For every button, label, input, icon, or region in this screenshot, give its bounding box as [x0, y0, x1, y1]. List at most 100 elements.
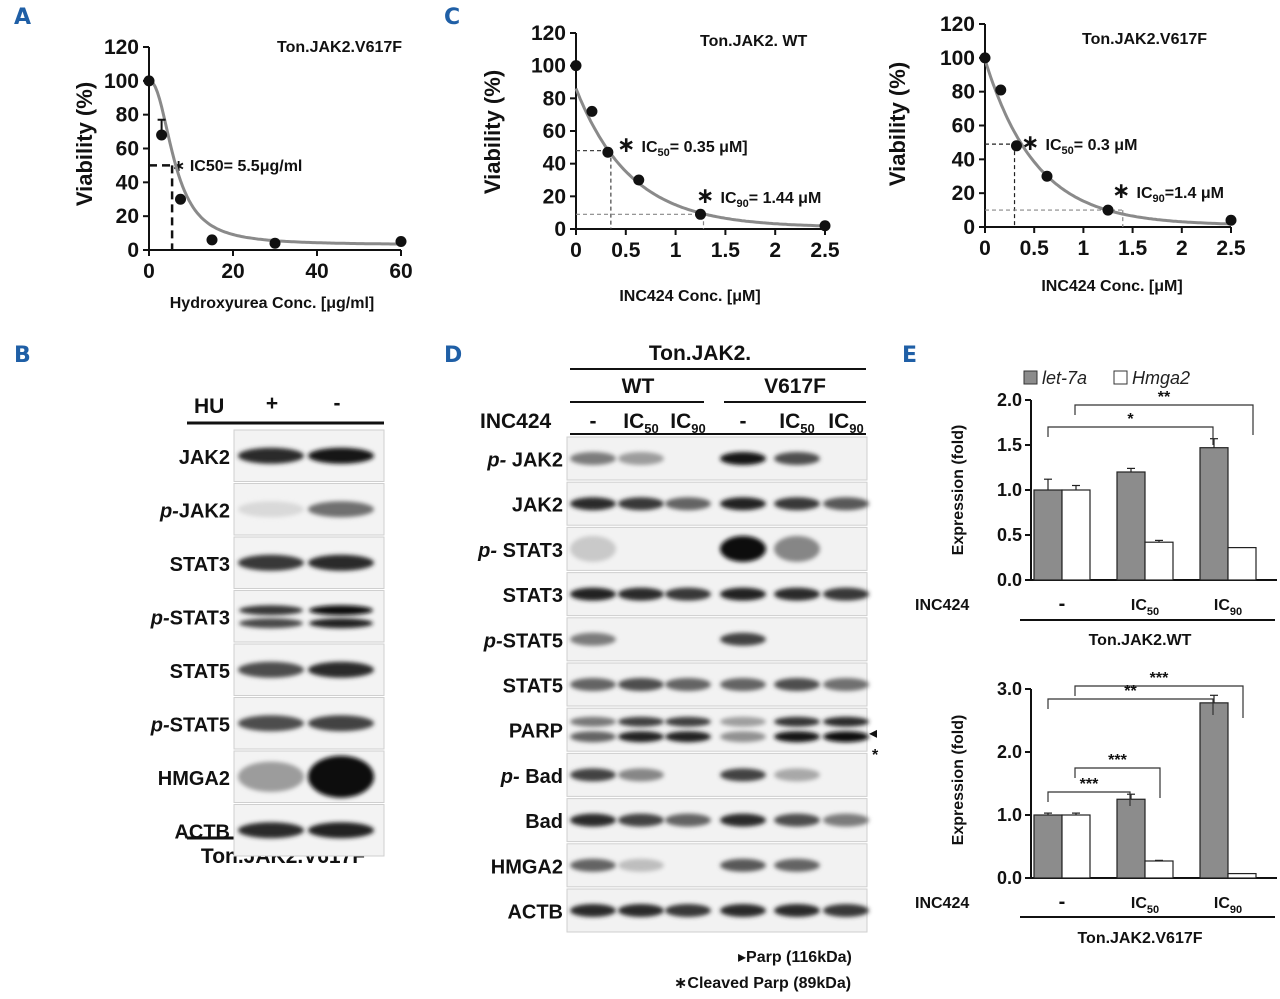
- y-tick-label: 100: [531, 55, 566, 78]
- blot-d-row-name: STAT5: [503, 630, 563, 652]
- legend-let7a: let-7a: [1042, 368, 1087, 388]
- chart-e1-ylabel: Expression (fold): [950, 425, 967, 556]
- blot-band: [823, 678, 869, 691]
- blot-d-row-name: HMGA2: [491, 856, 563, 878]
- chart-c2-xlabel: INC424 Conc. [μM]: [1041, 278, 1182, 295]
- y-tick-label: 0.0: [997, 570, 1022, 590]
- data-point: [156, 129, 168, 141]
- chart-c2-ic90-post: =1.4 μM: [1165, 185, 1224, 202]
- panel-label-c: C: [444, 5, 460, 30]
- significance-mark: **: [1158, 389, 1171, 406]
- blot-band: [720, 768, 766, 782]
- blot-band: [823, 497, 869, 511]
- blot-band: [308, 661, 374, 678]
- y-tick-label: 20: [116, 205, 139, 228]
- blot-d-lane-sub: 90: [691, 421, 705, 436]
- blot-d-row-label: STAT3: [503, 585, 563, 607]
- y-tick-label: 60: [952, 115, 975, 138]
- y-tick-label: 80: [543, 87, 566, 110]
- blot-band: [570, 632, 616, 646]
- bar-hmga2: [1061, 489, 1091, 581]
- data-point: [395, 236, 407, 248]
- x-tick-label: 2: [1176, 237, 1188, 260]
- blot-band: [665, 678, 711, 691]
- blot-band: [665, 497, 711, 511]
- significance-bracket: [1047, 791, 1131, 806]
- blot-band: [720, 632, 766, 646]
- category-name: -: [1059, 593, 1066, 615]
- blot-band: [618, 497, 664, 511]
- blot-b-row-name: STAT5: [170, 714, 230, 736]
- blot-d-row-name: PARP: [509, 721, 563, 743]
- blot-band: [308, 715, 374, 732]
- chart-c1-ic50-pre: IC: [642, 139, 658, 156]
- category-name-sub: 90: [1230, 606, 1242, 618]
- blot-d-lane-name: IC: [623, 410, 644, 433]
- blot-d-lane-name: IC: [828, 410, 849, 433]
- blot-band: [774, 535, 820, 562]
- blot-d-row-label: HMGA2: [491, 856, 563, 878]
- y-tick-label: 0: [554, 218, 566, 241]
- blot-band: [618, 904, 664, 917]
- blot-band: [774, 497, 820, 511]
- blot-d-lane-sub: 50: [800, 421, 814, 436]
- chart-e2-group-label: Ton.JAK2.V617F: [1077, 930, 1202, 947]
- blot-band: [570, 535, 616, 562]
- blot-band: [720, 678, 766, 691]
- y-tick-label: 0: [127, 239, 139, 262]
- data-point: [979, 52, 991, 64]
- blot-b-row-name: JAK2: [179, 447, 230, 469]
- blot-band: [308, 822, 374, 839]
- y-tick-label: 100: [104, 70, 139, 93]
- panel-b-western-blot: HU + - Ton.JAK2.V617F JAK2p-JAK2STAT3p-S…: [150, 392, 385, 868]
- blot-d-lane-name: -: [590, 410, 597, 433]
- y-tick-label: 40: [952, 148, 975, 171]
- y-tick-label: 80: [116, 104, 139, 127]
- significance-mark: ***: [1150, 670, 1169, 687]
- blot-band: [239, 618, 303, 629]
- data-point: [602, 146, 614, 158]
- blot-d-parp-marker: ◂: [869, 725, 877, 742]
- significance-bracket: [1047, 426, 1214, 445]
- significance-mark: **: [1124, 683, 1137, 700]
- legend-hmga2: Hmga2: [1132, 368, 1190, 388]
- blot-band: [720, 452, 766, 465]
- bar-hmga2: [1144, 860, 1174, 879]
- blot-d-row-label: p- Bad: [500, 766, 563, 788]
- chart-c2-ic50-annotation: ∗ IC50= 0.3 μM: [1021, 130, 1137, 157]
- data-point: [1041, 170, 1053, 182]
- blot-band: [774, 587, 820, 601]
- data-point: [1102, 204, 1114, 216]
- blot-band: [720, 497, 766, 511]
- significance-bracket: [1074, 404, 1254, 435]
- blot-d-row-label: p-STAT5: [483, 630, 563, 652]
- blot-band: [720, 731, 766, 743]
- blot-band: [618, 768, 664, 782]
- blot-band: [238, 501, 304, 518]
- y-tick-label: 100: [940, 47, 975, 70]
- blot-d-lane-label: IC50: [623, 410, 658, 436]
- blot-d-lane-label: IC90: [670, 410, 705, 436]
- significance-mark: ***: [1080, 776, 1099, 793]
- blot-d-row-label: PARP: [509, 721, 563, 743]
- blot-d-group-v617f: V617F: [764, 375, 826, 398]
- blot-band: [823, 587, 869, 601]
- y-tick-label: 20: [952, 182, 975, 205]
- blot-band: [665, 716, 711, 727]
- chart-a-xlabel: Hydroxyurea Conc. [μg/ml]: [170, 295, 375, 312]
- data-point: [586, 105, 598, 117]
- blot-band: [720, 587, 766, 601]
- blot-band: [618, 587, 664, 601]
- blot-d-footnote-cleaved: ∗Cleaved Parp (89kDa): [674, 975, 851, 992]
- data-point: [175, 193, 186, 205]
- blot-band: [823, 904, 869, 917]
- blot-d-row-label: p- JAK2: [486, 450, 563, 472]
- blot-band: [774, 716, 820, 727]
- blot-d-lane-name: IC: [670, 410, 691, 433]
- blot-b-row-label: JAK2: [179, 447, 230, 469]
- blot-d-lane-sub: 90: [849, 421, 863, 436]
- x-tick-label: 1.5: [1118, 237, 1148, 260]
- blot-d-row-name: ACTB: [507, 902, 563, 924]
- panel-label-d: D: [444, 343, 462, 368]
- category-name-ic: IC: [1131, 895, 1147, 912]
